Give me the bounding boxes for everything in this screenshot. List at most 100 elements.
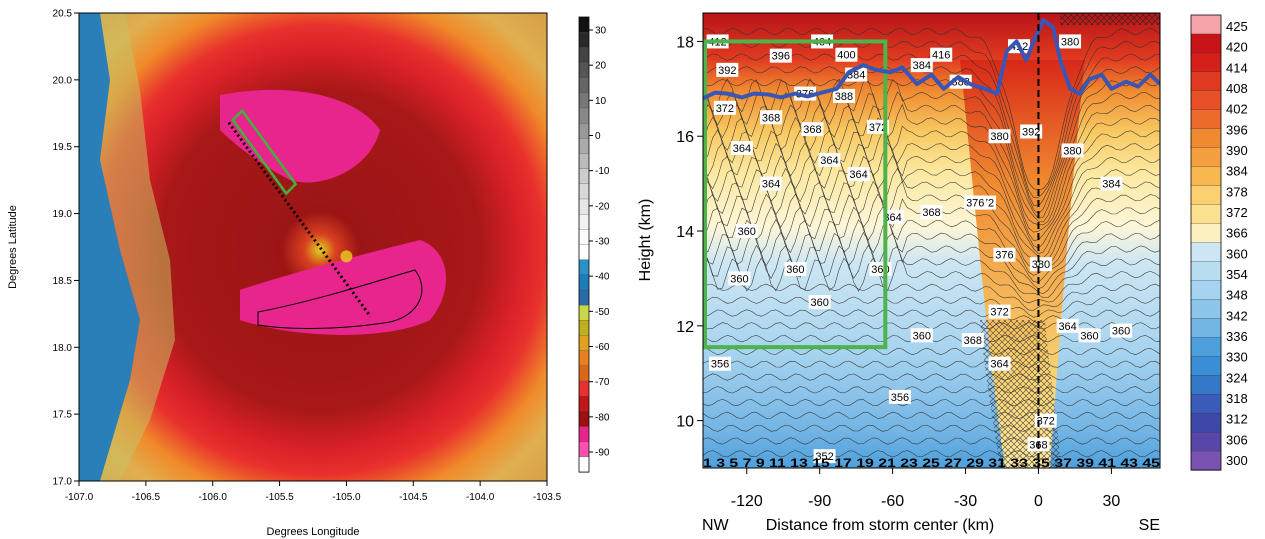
direction-nw: NW — [702, 517, 730, 534]
contour-label: 380 — [990, 131, 1008, 143]
right-colorbar-label: 324 — [1226, 370, 1248, 385]
right-colorbar-label: 420 — [1226, 40, 1248, 55]
left-x-tick-label: -103.5 — [533, 492, 562, 503]
cross-section-line — [227, 121, 372, 318]
contour-label: 364 — [849, 169, 867, 181]
theta-contour-line — [703, 386, 1160, 394]
theta-contour-line — [703, 180, 1160, 267]
left-colorbar-swatch — [578, 396, 590, 412]
right-y-tick-label: 18 — [676, 34, 694, 51]
right-colorbar-swatch — [1190, 280, 1222, 301]
theta-contour-line — [703, 116, 1160, 241]
contour-label-bg — [1056, 318, 1079, 333]
contour-label: 364 — [883, 212, 901, 224]
left-colorbar: 30 20 10 0 -10 -20 -30 -40 -50 -60 -70 -80 -90 — [578, 16, 610, 473]
contour-label: 368 — [803, 124, 821, 136]
left-plot-frame — [78, 12, 548, 482]
left-x-axis: -107.0 -106.5 -106.0 -105.5 -105.0 -104.5 -104… — [65, 481, 562, 503]
contour-label: 372 — [990, 307, 1008, 319]
left-panel: -107.0 -106.5 -106.0 -105.5 -105.0 -104.5 -104… — [7, 9, 610, 539]
theta-contour-line — [703, 78, 1160, 223]
right-plot-frame — [702, 12, 1161, 469]
direction-se: SE — [1139, 517, 1160, 534]
right-x-tick-label: -120 — [731, 493, 763, 510]
right-colorbar-swatch — [1190, 394, 1222, 414]
contour-label: 376 — [966, 198, 984, 210]
contour-label-bg — [760, 176, 783, 191]
right-colorbar-swatch — [1190, 223, 1222, 244]
right-x-axis: -120 -90 -60 -30 0 30 — [731, 468, 1120, 510]
right-colorbar-swatch — [1190, 147, 1222, 168]
right-colorbar-label: 330 — [1226, 350, 1248, 365]
contour-label: 360 — [786, 264, 804, 276]
contour-label: 416 — [932, 50, 950, 62]
left-y-tick-label: 19.0 — [53, 209, 73, 220]
left-colorbar-swatch — [578, 350, 590, 367]
right-x-tick-label: -90 — [808, 493, 831, 510]
left-x-tick-label: -105.5 — [265, 492, 294, 503]
theta-contour-line — [703, 373, 1160, 381]
right-y-tick-label: 10 — [676, 414, 694, 431]
cold-cloud-free-region — [79, 13, 140, 481]
contour-label: 368 — [922, 207, 940, 219]
right-colorbar-swatch — [1190, 52, 1222, 73]
left-colorbar-swatch — [578, 16, 590, 33]
theta-contour-line — [703, 296, 1160, 318]
contour-label-bg — [888, 389, 911, 404]
contour-label: 384 — [913, 60, 931, 72]
contour-label-bg — [1029, 257, 1052, 272]
cold-top-south — [240, 240, 447, 335]
left-colorbar-swatch — [578, 47, 590, 64]
left-colorbar-swatch — [578, 62, 590, 79]
right-x-tick-label: 30 — [1102, 493, 1120, 510]
right-colorbar-swatch — [1190, 412, 1222, 433]
left-x-tick-label: -104.5 — [399, 492, 428, 503]
right-x-axis-label: Distance from storm center (km) — [766, 517, 994, 534]
contour-label: 360 — [1080, 330, 1098, 342]
contour-label-bg — [1059, 34, 1082, 49]
left-y-axis: 17.0 17.5 18.0 18.5 19.0 19.5 20.0 20.5 — [53, 9, 79, 488]
contour-label: 364 — [820, 155, 838, 167]
left-colorbar-swatch — [578, 320, 590, 337]
contour-label: 376 — [995, 250, 1013, 262]
storm-eye — [340, 250, 353, 263]
left-colorbar-label: 0 — [595, 131, 601, 142]
contour-label: 352 — [815, 451, 833, 463]
left-colorbar-swatch — [578, 123, 590, 139]
right-x-tick-label: -60 — [881, 493, 904, 510]
contour-label-bg — [964, 195, 987, 210]
contour-label: 360 — [1112, 326, 1130, 338]
contour-label-bg — [993, 247, 1016, 262]
contour-label: 384 — [1102, 179, 1120, 191]
right-y-axis: 10 12 14 16 18 — [676, 34, 703, 431]
contour-label: 380 — [1032, 259, 1050, 271]
contour-label: 356 — [891, 392, 909, 404]
contour-label: 372 — [869, 122, 887, 134]
right-colorbar-swatch — [1190, 375, 1222, 395]
contour-label-bg — [988, 129, 1011, 144]
left-colorbar-swatch — [578, 168, 590, 185]
left-colorbar-swatch — [578, 380, 590, 397]
left-colorbar-swatch — [578, 305, 590, 321]
right-colorbar-swatch — [1190, 318, 1222, 338]
left-x-tick-label: -105.0 — [332, 492, 361, 503]
section-background — [703, 13, 1160, 468]
left-colorbar-swatch — [578, 244, 590, 261]
right-y-tick-label: 16 — [676, 129, 694, 146]
theta-contour-line — [703, 309, 1160, 324]
left-colorbar-frame — [578, 16, 590, 473]
contour-label-bg — [988, 356, 1011, 371]
left-x-tick-label: -106.0 — [199, 492, 228, 503]
right-y-tick-label: 12 — [676, 319, 694, 336]
right-colorbar-label: 408 — [1226, 81, 1248, 96]
contour-label: 360 — [913, 330, 931, 342]
contour-label: 360 — [738, 226, 756, 238]
theta-contour-line — [703, 424, 1160, 432]
hatched-top — [1060, 13, 1160, 25]
left-colorbar-swatch — [578, 426, 590, 443]
contour-label-bg — [784, 261, 807, 276]
right-colorbar-swatch — [1190, 90, 1222, 111]
right-colorbar-label: 360 — [1226, 246, 1248, 261]
